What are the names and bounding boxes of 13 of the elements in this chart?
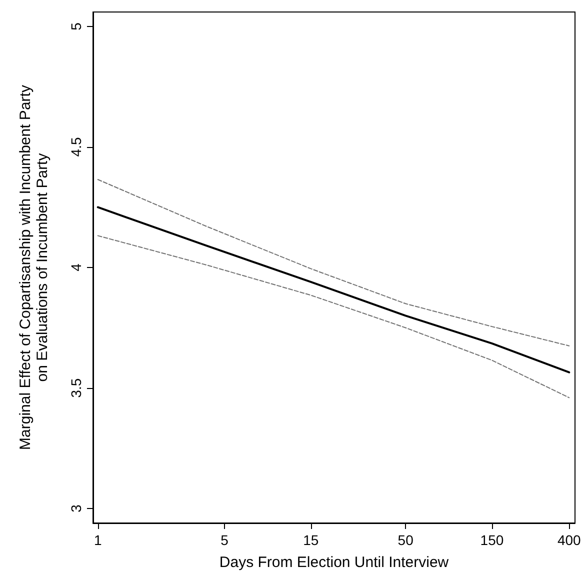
y-tick-label: 3: [68, 504, 84, 512]
y-axis-title: Marginal Effect of Copartisanship with Incumbent Party on Evaluations of Incumbent Party: [17, 84, 51, 450]
x-axis-title: Days From Election Until Interview: [219, 554, 449, 571]
x-tick-label: 400: [557, 532, 582, 548]
x-tick-label: 5: [220, 532, 229, 548]
x-tick-label: 1: [94, 532, 102, 548]
y-tick-label: 5: [68, 22, 84, 30]
y-tick-label: 3.5: [68, 378, 84, 398]
y-tick-label: 4: [68, 263, 84, 272]
y-tick-label: 4.5: [68, 137, 84, 157]
x-tick-label: 15: [303, 532, 319, 548]
x-tick-label: 150: [480, 532, 504, 548]
x-tick-label: 50: [398, 532, 414, 548]
